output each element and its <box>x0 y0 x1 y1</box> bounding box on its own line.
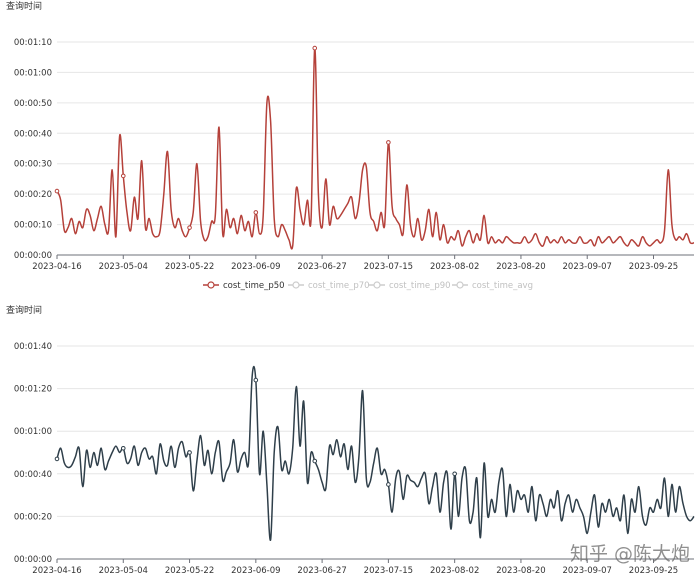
x-tick-label: 2023-05-22 <box>165 262 214 272</box>
x-tick-label: 2023-09-07 <box>563 566 612 576</box>
x-tick-label: 2023-08-02 <box>430 262 479 272</box>
y-tick-label: 00:00:10 <box>14 221 52 231</box>
legend-label: cost_time_avg <box>472 281 533 291</box>
series-area <box>54 365 695 541</box>
data-point[interactable] <box>120 173 126 179</box>
x-tick-label: 2023-05-04 <box>99 566 148 576</box>
x-tick-label: 2023-05-22 <box>165 566 214 576</box>
legend-marker <box>373 281 381 289</box>
legend-item[interactable]: cost_time_p50 <box>203 281 285 291</box>
data-point[interactable] <box>312 458 318 464</box>
legend-marker <box>292 281 300 289</box>
y-axis-ticks: 00:00:00 00:00:20 00:00:40 00:01:00 00:01:20… <box>14 342 52 565</box>
y-axis-ticks: 00:00:00 00:00:10 00:00:20 00:00:30 00:00:40… <box>14 38 52 261</box>
chart-title: 查询时间 <box>6 304 42 316</box>
x-tick-label: 2023-07-15 <box>364 262 413 272</box>
x-tick-label: 2023-08-20 <box>496 262 545 272</box>
x-tick-label: 2023-04-16 <box>32 262 81 272</box>
legend-marker <box>207 281 215 289</box>
y-tick-label: 00:00:00 <box>14 555 52 565</box>
y-tick-label: 00:01:00 <box>14 427 52 437</box>
legend-item[interactable]: cost_time_p90 <box>369 281 451 291</box>
y-tick-label: 00:00:30 <box>14 160 52 170</box>
x-tick-label: 2023-09-25 <box>629 566 678 576</box>
data-point[interactable] <box>187 450 192 455</box>
x-axis-ticks: 2023-04-16 2023-05-04 2023-05-22 2023-06-09… <box>32 559 678 576</box>
y-tick-label: 00:01:10 <box>14 38 52 48</box>
y-tick-label: 00:00:40 <box>14 129 52 139</box>
legend-label: cost_time_p50 <box>223 281 285 291</box>
data-point[interactable] <box>120 445 126 451</box>
data-point[interactable] <box>253 377 259 383</box>
x-tick-label: 2023-06-27 <box>297 262 346 272</box>
y-tick-label: 00:01:20 <box>14 385 52 395</box>
data-point[interactable] <box>253 210 259 215</box>
x-tick-label: 2023-05-04 <box>99 262 148 272</box>
y-tick-label: 00:00:20 <box>14 512 52 522</box>
data-point[interactable] <box>452 471 457 477</box>
data-point[interactable] <box>312 45 318 51</box>
legend-item[interactable]: cost_time_p70 <box>288 281 370 291</box>
chart-top: 查询时间 00:00:0000:00:1000:00:2000:00:3000:… <box>6 0 695 291</box>
chart-bottom: 查询时间 00:00:0000:00:2000:00:4000:01:0000:… <box>6 304 695 576</box>
grid-lines <box>57 345 694 517</box>
x-axis-ticks: 2023-04-16 2023-05-04 2023-05-22 2023-06-09… <box>32 255 678 272</box>
chart-title: 查询时间 <box>6 0 42 12</box>
series-line <box>56 365 695 541</box>
x-tick-label: 2023-08-20 <box>496 566 545 576</box>
legend-marker <box>456 281 464 289</box>
x-tick-label: 2023-06-27 <box>297 566 346 576</box>
y-tick-label: 00:01:00 <box>14 68 52 78</box>
x-tick-label: 2023-08-02 <box>430 566 479 576</box>
series-area <box>54 45 695 250</box>
y-tick-label: 00:00:00 <box>14 251 52 261</box>
y-tick-label: 00:00:20 <box>14 190 52 200</box>
legend-label: cost_time_p90 <box>389 281 451 291</box>
data-point[interactable] <box>386 482 391 487</box>
x-tick-label: 2023-09-07 <box>563 262 612 272</box>
x-tick-label: 2023-04-16 <box>32 566 81 576</box>
data-point[interactable] <box>54 188 60 194</box>
legend[interactable]: cost_time_p50 cost_time_p70 cost_time_p90 c… <box>203 281 533 291</box>
y-tick-label: 00:00:50 <box>14 99 52 109</box>
watermark: 知乎 @陈大炮 <box>570 543 690 565</box>
x-tick-label: 2023-07-15 <box>364 566 413 576</box>
data-point[interactable] <box>386 140 391 145</box>
legend-label: cost_time_p70 <box>308 281 370 291</box>
y-tick-label: 00:00:40 <box>14 470 52 480</box>
data-point[interactable] <box>187 225 192 230</box>
y-tick-label: 00:01:40 <box>14 342 52 352</box>
x-tick-label: 2023-09-25 <box>629 262 678 272</box>
grid-lines <box>57 41 694 226</box>
x-tick-label: 2023-06-09 <box>231 262 280 272</box>
data-point[interactable] <box>54 456 60 462</box>
x-tick-label: 2023-06-09 <box>231 566 280 576</box>
series-line <box>56 47 695 250</box>
legend-item[interactable]: cost_time_avg <box>452 281 533 291</box>
